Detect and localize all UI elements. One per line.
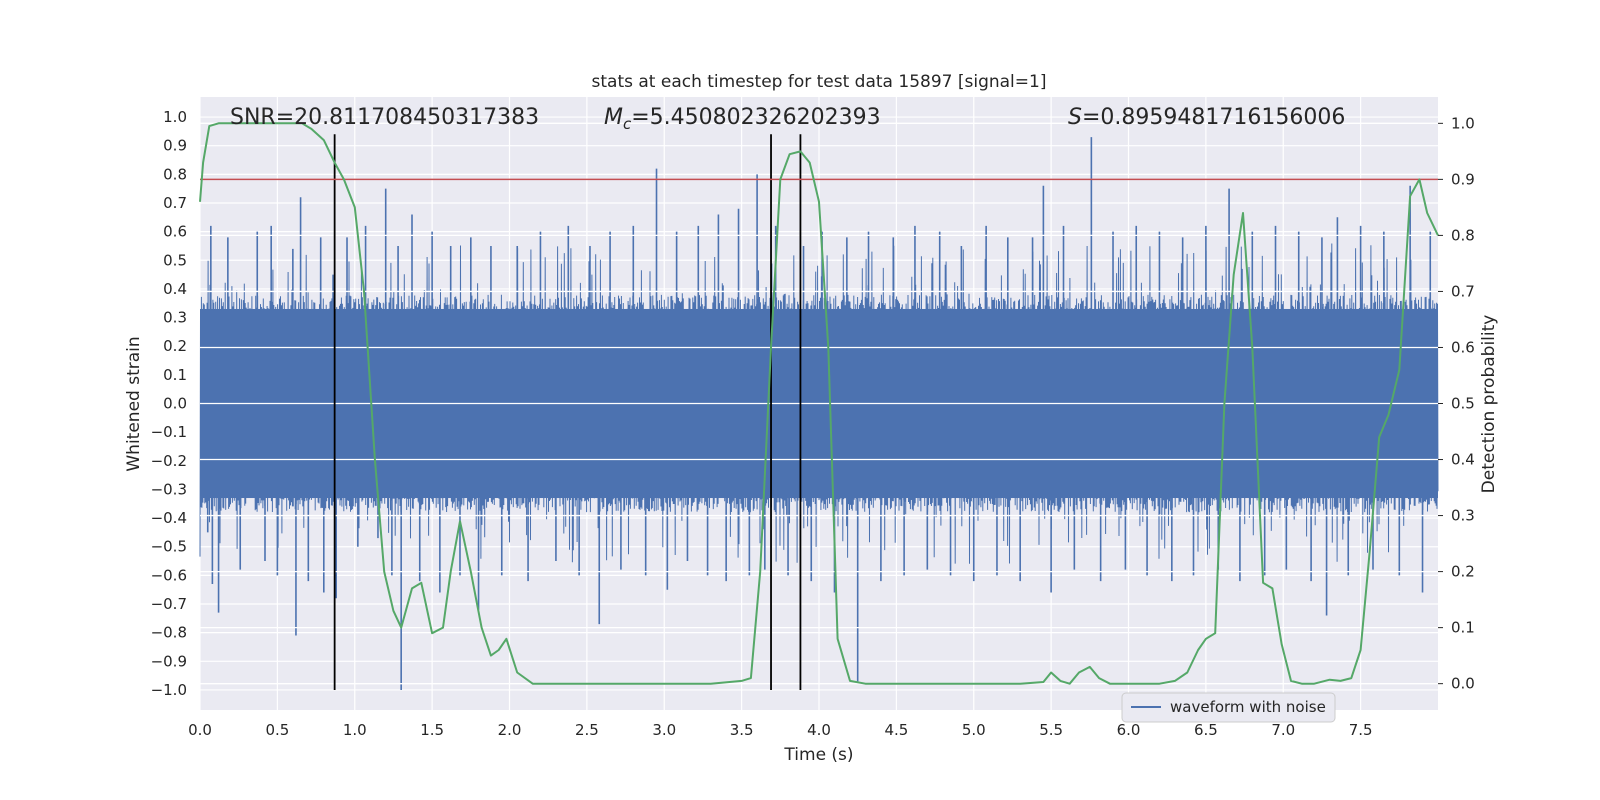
y-tick-label: −0.2 bbox=[151, 452, 187, 470]
vertical-markers bbox=[333, 134, 802, 690]
x-tick-label: 5.0 bbox=[962, 721, 986, 739]
probability-line bbox=[199, 122, 1439, 685]
x-tick-label: 4.5 bbox=[884, 721, 908, 739]
y-tick-label: −0.7 bbox=[151, 595, 187, 613]
x-tick-label: 2.5 bbox=[575, 721, 599, 739]
y-axis-label: Whitened strain bbox=[124, 336, 144, 471]
y2-tick-label: 0.3 bbox=[1451, 507, 1475, 525]
y-tick-labels: 1.0 0.9 0.8 0.7 0.6 0.5 0.4 0.3 0.2 0.1 0.0 −0.1 −0.… bbox=[151, 108, 187, 699]
x-tick-label: 0.0 bbox=[188, 721, 212, 739]
y-tick-label: 0.1 bbox=[163, 366, 187, 384]
probability-series bbox=[199, 122, 1439, 685]
y2-tick-label: 0.1 bbox=[1451, 619, 1475, 637]
x-tick-labels: 0.0 0.5 1.0 1.5 2.0 2.5 3.0 3.5 4.0 4.5 5.0 5.5 6.0 6… bbox=[188, 721, 1372, 739]
y2-tick-label: 0.2 bbox=[1451, 563, 1475, 581]
y-tick-label: 0.8 bbox=[163, 165, 187, 183]
y2-tick-labels: 1.0 0.9 0.8 0.7 0.6 0.5 0.4 0.3 0.2 0.1 0.0 bbox=[1438, 114, 1475, 693]
y-tick-label: 0.5 bbox=[163, 251, 187, 269]
y-tick-label: −0.4 bbox=[151, 509, 187, 527]
y-tick-label: 0.6 bbox=[163, 223, 187, 241]
chirp-mass-annotation: Mc=5.450802326202393 bbox=[604, 105, 881, 133]
score-annotation: S=0.8959481716156006 bbox=[1068, 105, 1345, 130]
legend-box bbox=[1121, 692, 1336, 723]
y-tick-label: 0.2 bbox=[163, 337, 187, 355]
x-tick-label: 6.0 bbox=[1117, 721, 1141, 739]
x-tick-label: 5.5 bbox=[1039, 721, 1063, 739]
x-tick-label: 7.0 bbox=[1271, 721, 1295, 739]
legend-label: waveform with noise bbox=[1170, 698, 1326, 716]
y-tick-label: −1.0 bbox=[151, 681, 187, 699]
x-tick-label: 3.5 bbox=[730, 721, 754, 739]
x-tick-label: 1.5 bbox=[420, 721, 444, 739]
y-tick-label: 0.4 bbox=[163, 280, 187, 298]
y-tick-label: −0.9 bbox=[151, 652, 187, 670]
snr-annotation: SNR=20.811708450317383 bbox=[230, 105, 539, 130]
y-tick-label: −0.1 bbox=[151, 423, 187, 441]
y-tick-label: 0.9 bbox=[163, 137, 187, 155]
x-tick-label: 1.0 bbox=[343, 721, 367, 739]
x-tick-label: 3.0 bbox=[652, 721, 676, 739]
y2-tick-label: 1.0 bbox=[1451, 114, 1475, 132]
y2-axis-label: Detection probability bbox=[1479, 315, 1499, 494]
y2-tick-label: 0.0 bbox=[1451, 675, 1475, 693]
x-tick-label: 4.0 bbox=[807, 721, 831, 739]
y-tick-label: 0.0 bbox=[163, 395, 187, 413]
y2-tick-label: 0.5 bbox=[1451, 395, 1475, 413]
y2-tick-label: 0.9 bbox=[1451, 170, 1475, 188]
y2-tick-label: 0.4 bbox=[1451, 451, 1475, 469]
x-tick-label: 2.0 bbox=[498, 721, 522, 739]
x-tick-label: 6.5 bbox=[1194, 721, 1218, 739]
x-axis-label: Time (s) bbox=[783, 745, 853, 765]
y-tick-label: −0.5 bbox=[151, 538, 187, 556]
y2-tick-label: 0.8 bbox=[1451, 226, 1475, 244]
y-tick-label: 0.7 bbox=[163, 194, 187, 212]
x-tick-label: 0.5 bbox=[265, 721, 289, 739]
y2-tick-label: 0.7 bbox=[1451, 282, 1475, 300]
legend: waveform with noise bbox=[1121, 692, 1336, 723]
y-tick-label: −0.6 bbox=[151, 566, 187, 584]
y-tick-label: 0.3 bbox=[163, 309, 187, 327]
x-tick-label: 7.5 bbox=[1349, 721, 1373, 739]
y-tick-label: −0.8 bbox=[151, 624, 187, 642]
y2-tick-label: 0.6 bbox=[1451, 338, 1475, 356]
y-tick-label: 1.0 bbox=[163, 108, 187, 126]
y-tick-label: −0.3 bbox=[151, 480, 187, 498]
chart-title: stats at each timestep for test data 158… bbox=[592, 72, 1047, 92]
